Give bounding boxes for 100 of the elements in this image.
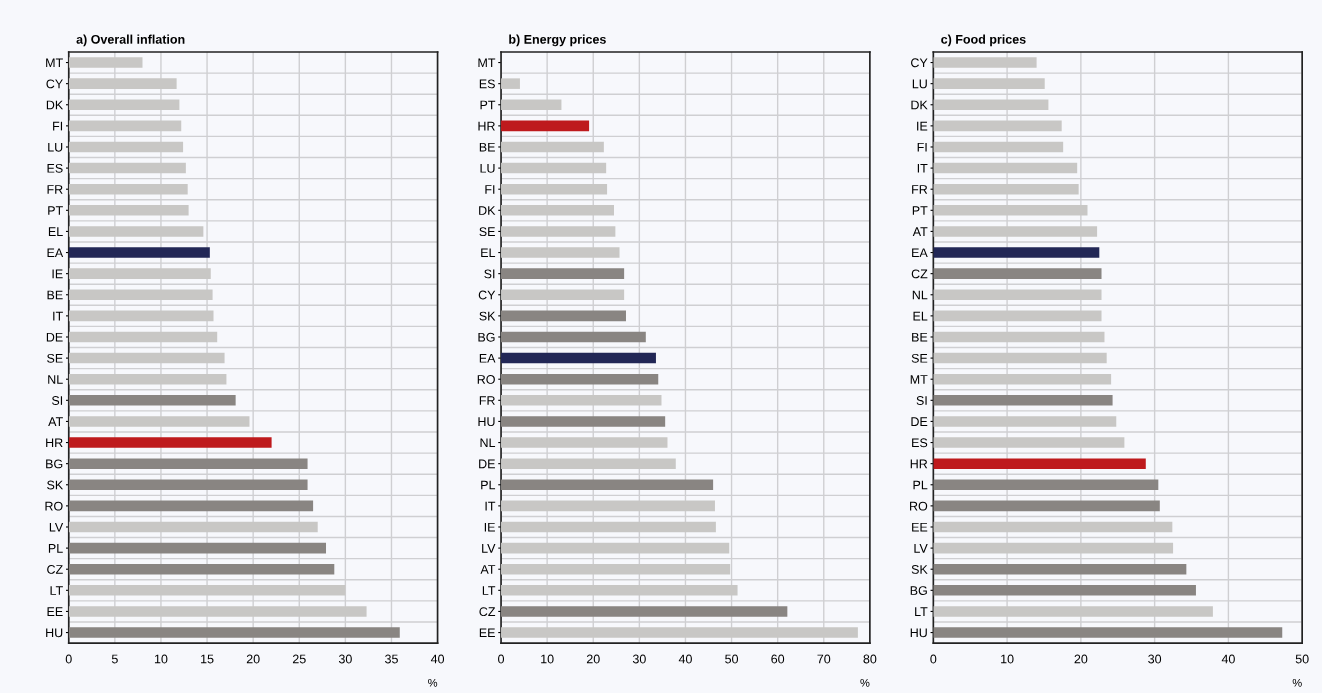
bar: [68, 226, 204, 237]
y-tick-label: HR: [46, 438, 63, 448]
bar: [933, 183, 1079, 195]
bar: [933, 99, 1049, 111]
x-tick-label: 50: [725, 654, 739, 664]
y-tick-label: SE: [47, 353, 63, 363]
bar: [933, 416, 1117, 427]
bar: [933, 542, 1174, 554]
y-tick-label: RO: [45, 501, 63, 511]
bar: [68, 373, 227, 385]
y-tick-label: CY: [46, 79, 63, 89]
y-tick-label: FR: [479, 396, 495, 405]
y-tick-label: MT: [910, 375, 928, 384]
bar: [501, 352, 656, 364]
bar: [501, 268, 625, 279]
y-tick-label: PT: [480, 100, 496, 110]
bar: [501, 500, 715, 512]
y-tick-label: LV: [49, 522, 64, 532]
bar: [501, 99, 562, 111]
bar: [68, 141, 184, 153]
bar: [501, 458, 676, 469]
x-tick-label: 30: [1148, 654, 1162, 664]
bar: [501, 437, 668, 448]
y-tick-label: CZ: [479, 607, 496, 617]
y-tick-label: BG: [46, 459, 63, 469]
chart-title: b) Energy prices: [509, 34, 606, 47]
y-tick-label: BG: [478, 332, 495, 342]
bar: [68, 268, 211, 279]
bar: [933, 78, 1045, 89]
x-tick-label: 50: [1295, 654, 1309, 664]
bar: [933, 226, 1098, 237]
bar: [68, 479, 308, 491]
y-tick-label: NL: [48, 375, 63, 384]
bar: [68, 289, 213, 301]
y-tick-label: NL: [480, 438, 496, 448]
y-tick-label: PL: [913, 480, 928, 490]
y-tick-label: LU: [912, 79, 927, 89]
y-tick-label: SK: [47, 480, 64, 490]
y-tick-label: HR: [910, 459, 928, 469]
bar: [501, 373, 659, 385]
bar: [501, 627, 858, 638]
bar: [933, 521, 1173, 533]
y-tick-label: FR: [912, 185, 928, 194]
x-tick-label: 40: [430, 654, 445, 664]
x-tick-label: 25: [292, 654, 306, 664]
bar: [933, 310, 1102, 322]
y-tick-label: FI: [485, 185, 495, 194]
bar: [501, 78, 520, 89]
bar: [933, 331, 1105, 343]
x-axis-title: %: [1292, 678, 1302, 687]
bar: [68, 162, 186, 174]
y-tick-label: CY: [478, 290, 496, 300]
bar: [933, 141, 1064, 153]
y-tick-label: BE: [479, 142, 495, 152]
bar: [68, 205, 189, 216]
y-tick-label: LT: [482, 586, 496, 595]
bar: [933, 395, 1113, 406]
y-tick-label: DK: [46, 100, 64, 110]
x-tick-label: 35: [385, 654, 398, 664]
bar: [68, 57, 143, 68]
bar: [501, 585, 738, 596]
y-tick-label: EA: [479, 354, 496, 363]
bar: [501, 563, 731, 575]
y-tick-label: LV: [914, 544, 928, 553]
y-tick-label: DK: [479, 206, 496, 215]
y-tick-label: PL: [481, 480, 496, 490]
bar: [933, 563, 1187, 575]
y-tick-label: FI: [53, 121, 63, 131]
y-tick-label: BG: [910, 586, 927, 595]
x-axis-title: %: [860, 678, 870, 687]
y-tick-label: SE: [911, 353, 928, 363]
x-tick-label: 10: [154, 654, 168, 664]
y-tick-label: EA: [47, 248, 64, 258]
bar: [501, 120, 590, 132]
y-tick-label: PL: [48, 544, 63, 553]
bar: [68, 78, 177, 89]
bar: [501, 310, 626, 322]
bar: [68, 331, 218, 343]
bar: [501, 331, 646, 343]
y-tick-label: CZ: [911, 269, 928, 279]
bar: [933, 627, 1283, 638]
bar: [68, 437, 272, 448]
y-tick-label: LU: [480, 164, 495, 173]
y-tick-label: ES: [47, 163, 63, 173]
y-tick-label: BE: [47, 290, 63, 300]
y-tick-label: FR: [47, 185, 63, 194]
y-tick-label: IE: [917, 121, 928, 131]
bar: [68, 542, 327, 554]
bar: [501, 183, 608, 195]
bar: [933, 458, 1146, 469]
bar: [68, 458, 308, 469]
x-tick-label: 30: [338, 654, 352, 664]
bar: [933, 268, 1102, 279]
bar: [501, 162, 607, 174]
y-tick-label: PT: [912, 206, 928, 215]
bar: [933, 162, 1078, 174]
bar: [501, 521, 716, 533]
x-tick-label: 40: [678, 654, 692, 664]
y-tick-label: AT: [912, 227, 928, 236]
bar: [68, 585, 346, 596]
